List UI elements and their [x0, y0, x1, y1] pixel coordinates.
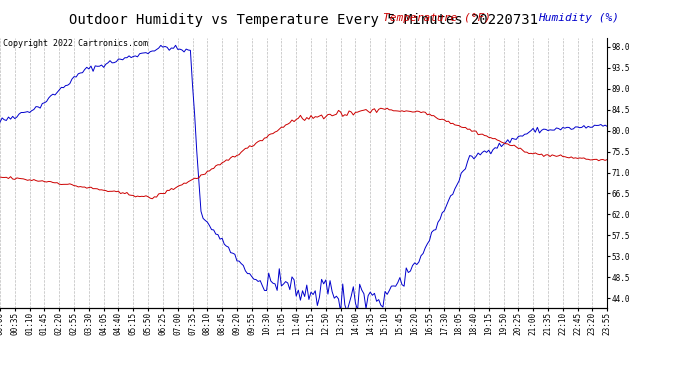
Text: Outdoor Humidity vs Temperature Every 5 Minutes 20220731: Outdoor Humidity vs Temperature Every 5 …	[69, 13, 538, 27]
Text: Temperature (°F): Temperature (°F)	[383, 13, 491, 23]
Text: Humidity (%): Humidity (%)	[538, 13, 619, 23]
Text: Copyright 2022 Cartronics.com: Copyright 2022 Cartronics.com	[3, 39, 148, 48]
